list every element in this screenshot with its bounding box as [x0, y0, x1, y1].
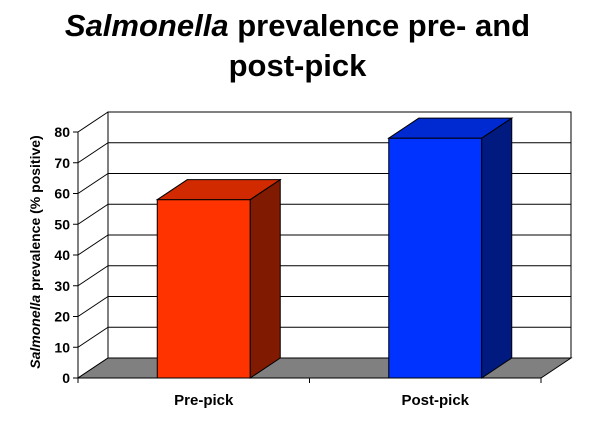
- title-italic: Salmonella: [64, 8, 229, 43]
- side-gridline: [77, 142, 109, 164]
- chart-title: Salmonella prevalence pre- and post-pick: [0, 6, 595, 86]
- bar-side: [481, 117, 513, 379]
- y-axis-label-rest: prevalence (% positive): [27, 135, 43, 295]
- y-tick-label: 0: [62, 370, 70, 386]
- side-gridline: [77, 296, 109, 317]
- x-tick-label: Pre-pick: [174, 392, 234, 409]
- side-gridline: [77, 111, 109, 133]
- y-tick-label: 60: [54, 186, 70, 202]
- bar: [155, 178, 282, 379]
- bar-front: [156, 199, 251, 379]
- y-tick-label: 80: [54, 124, 70, 140]
- side-gridline: [77, 326, 109, 348]
- y-axis-label-italic: Salmonella: [27, 295, 43, 369]
- bar-front: [388, 137, 483, 379]
- y-tick-label: 40: [54, 247, 70, 263]
- bars: [155, 117, 514, 379]
- side-gridline: [77, 234, 109, 256]
- title-rest: prevalence pre- and: [228, 8, 531, 43]
- y-tick-label: 70: [54, 155, 70, 171]
- x-axis-labels: Pre-pick Post-pick: [174, 392, 470, 409]
- bar-side: [249, 178, 281, 379]
- y-tick-label: 10: [54, 339, 70, 355]
- x-tick-label: Post-pick: [401, 392, 469, 409]
- title-line2: post-pick: [228, 48, 367, 83]
- side-gridline: [77, 173, 109, 194]
- side-gridline: [77, 265, 109, 287]
- y-tick-label: 20: [54, 309, 70, 325]
- bar: [387, 117, 514, 379]
- y-tick-label: 50: [54, 216, 70, 232]
- y-axis-label: Salmonella prevalence (% positive): [27, 135, 43, 368]
- side-gridline: [77, 203, 109, 225]
- y-tick-label: 30: [54, 278, 70, 294]
